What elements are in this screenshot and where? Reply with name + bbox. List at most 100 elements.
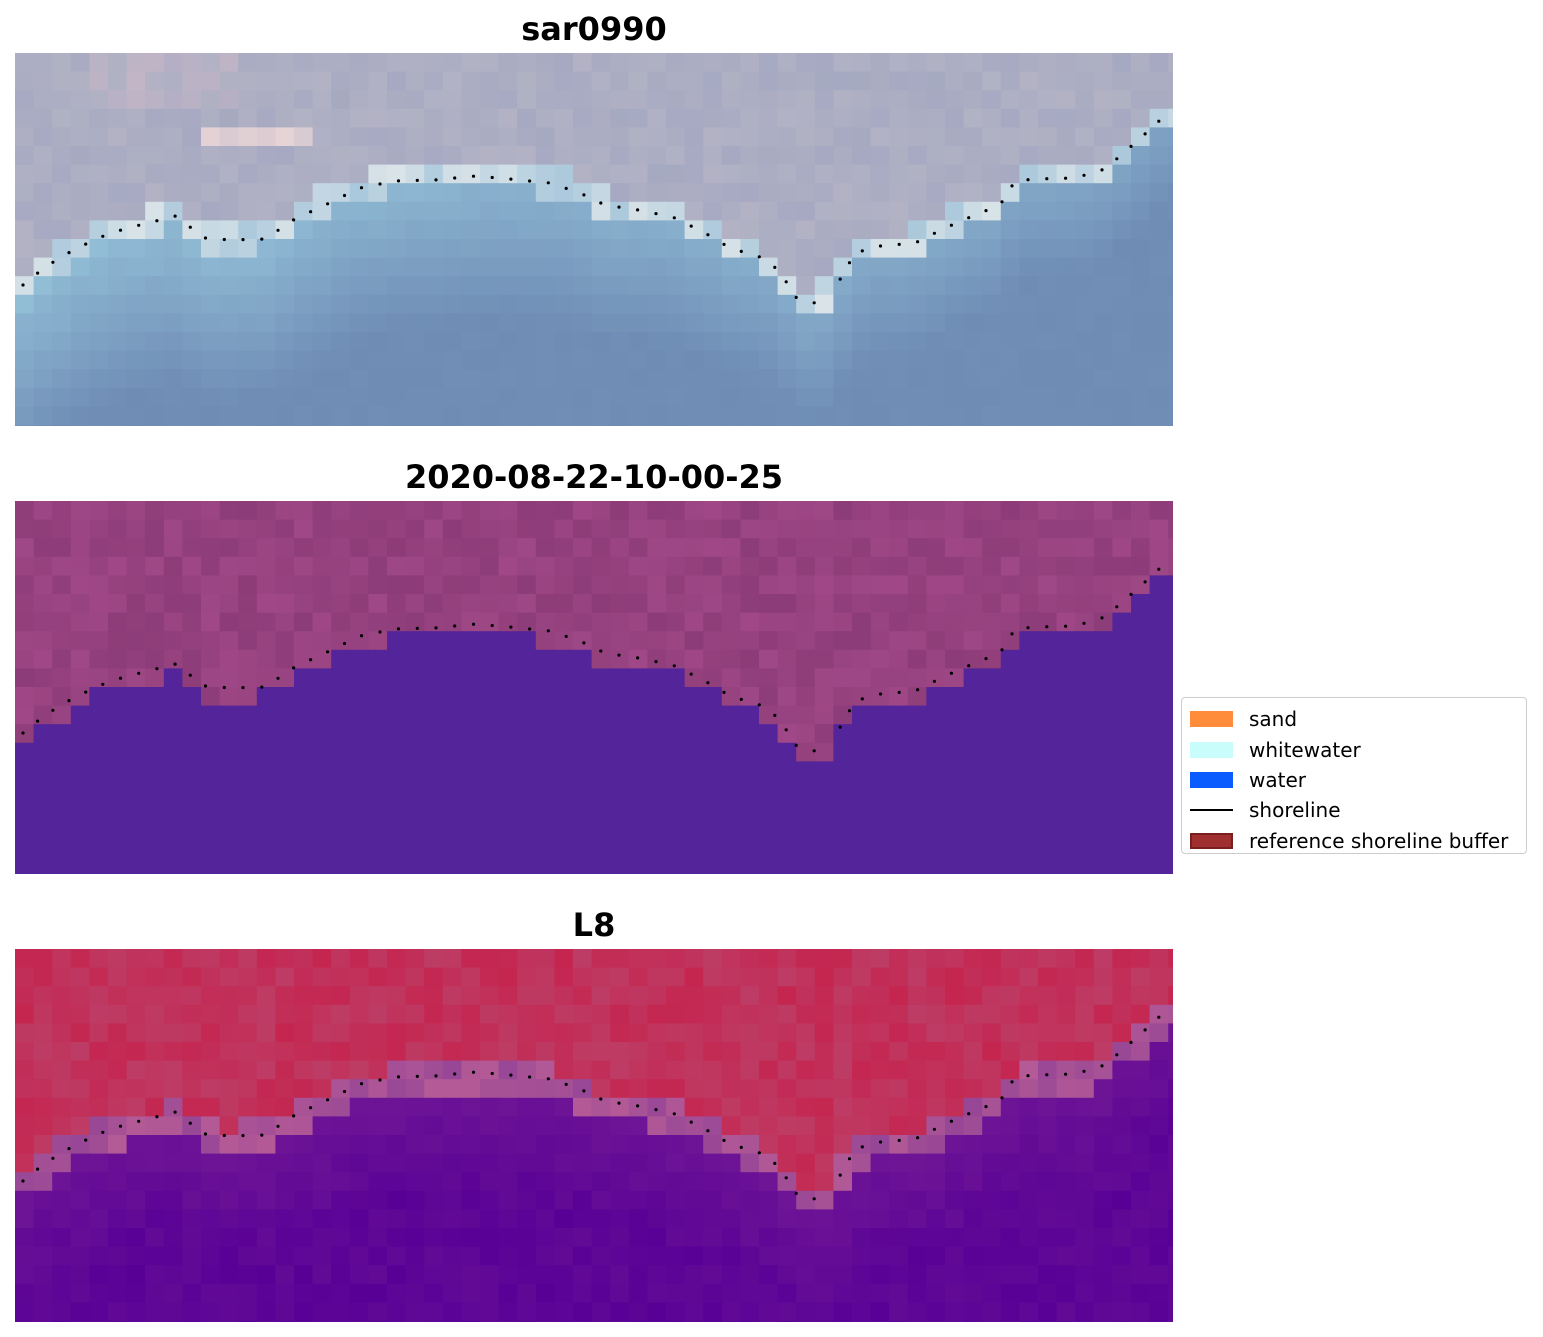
image-pixel xyxy=(275,668,295,688)
image-pixel xyxy=(963,1004,983,1024)
image-pixel xyxy=(1131,873,1151,874)
image-pixel xyxy=(535,313,555,333)
image-pixel xyxy=(33,294,53,314)
image-pixel xyxy=(628,146,648,166)
image-pixel xyxy=(945,164,965,184)
image-pixel xyxy=(145,332,165,352)
image-pixel xyxy=(52,369,72,389)
image-pixel xyxy=(1093,387,1113,407)
image-pixel xyxy=(126,1060,146,1080)
image-pixel xyxy=(238,1060,258,1080)
image-pixel xyxy=(480,71,500,91)
image-pixel xyxy=(889,649,909,669)
image-pixel xyxy=(424,873,444,874)
image-pixel xyxy=(1038,835,1058,855)
image-pixel xyxy=(387,854,407,874)
image-pixel xyxy=(33,687,53,707)
image-pixel xyxy=(201,164,221,184)
image-pixel xyxy=(1149,1042,1169,1062)
image-pixel xyxy=(777,313,797,333)
image-pixel xyxy=(1075,594,1095,614)
image-pixel xyxy=(554,425,574,426)
image-pixel xyxy=(461,967,481,987)
shoreline-dot xyxy=(1115,1053,1119,1057)
image-pixel xyxy=(1149,90,1169,110)
image-pixel xyxy=(89,406,109,426)
image-pixel xyxy=(108,127,128,147)
image-pixel xyxy=(535,220,555,240)
image-pixel xyxy=(1131,1228,1151,1248)
image-pixel xyxy=(666,387,686,407)
image-pixel xyxy=(1168,71,1173,91)
image-pixel xyxy=(145,276,165,296)
image-pixel xyxy=(889,519,909,539)
image-pixel xyxy=(703,1265,723,1285)
image-pixel xyxy=(889,425,909,426)
image-pixel xyxy=(480,294,500,314)
image-pixel xyxy=(535,873,555,874)
image-pixel xyxy=(442,761,462,781)
image-pixel xyxy=(852,164,872,184)
image-pixel xyxy=(870,1042,890,1062)
shoreline-dot xyxy=(415,1074,419,1078)
image-pixel xyxy=(201,817,221,837)
image-pixel xyxy=(219,1246,239,1266)
image-pixel xyxy=(535,1172,555,1192)
image-pixel xyxy=(145,1209,165,1229)
image-pixel xyxy=(89,1042,109,1062)
image-pixel xyxy=(666,108,686,128)
image-pixel xyxy=(684,1023,704,1043)
image-pixel xyxy=(1075,501,1095,521)
image-pixel xyxy=(963,967,983,987)
image-pixel xyxy=(796,612,816,632)
shoreline-dot xyxy=(1000,200,1004,204)
shoreline-dot xyxy=(654,1108,658,1112)
image-pixel xyxy=(163,761,183,781)
image-pixel xyxy=(889,220,909,240)
shoreline-dot xyxy=(878,692,883,696)
image-pixel xyxy=(740,406,760,426)
image-pixel xyxy=(1075,71,1095,91)
image-pixel xyxy=(256,575,276,595)
image-pixel xyxy=(870,1004,890,1024)
shoreline-dot xyxy=(241,686,245,690)
image-pixel xyxy=(666,1190,686,1210)
image-pixel xyxy=(368,1283,388,1303)
image-pixel xyxy=(535,1283,555,1303)
image-pixel xyxy=(89,332,109,352)
image-pixel xyxy=(52,705,72,725)
shoreline-dot xyxy=(101,1130,105,1134)
image-pixel xyxy=(498,705,518,725)
image-pixel xyxy=(52,71,72,91)
image-pixel xyxy=(852,1321,872,1322)
image-pixel xyxy=(1093,780,1113,800)
shoreline-dot xyxy=(847,709,852,713)
image-pixel xyxy=(1019,1172,1039,1192)
image-pixel xyxy=(666,705,686,725)
image-pixel xyxy=(126,369,146,389)
image-pixel xyxy=(145,687,165,707)
image-pixel xyxy=(591,761,611,781)
shoreline-dot xyxy=(773,1161,777,1165)
image-pixel xyxy=(1038,1190,1058,1210)
image-pixel xyxy=(1038,1116,1058,1136)
image-pixel xyxy=(610,705,630,725)
image-pixel xyxy=(759,350,779,370)
image-pixel xyxy=(89,835,109,855)
image-pixel xyxy=(517,108,537,128)
image-pixel xyxy=(163,687,183,707)
image-pixel xyxy=(368,1302,388,1322)
image-pixel xyxy=(610,1079,630,1099)
image-pixel xyxy=(963,53,983,73)
image-pixel xyxy=(814,724,834,744)
image-pixel xyxy=(275,350,295,370)
image-pixel xyxy=(1131,90,1151,110)
image-pixel xyxy=(628,835,648,855)
image-pixel xyxy=(387,276,407,296)
image-pixel xyxy=(312,350,332,370)
image-pixel xyxy=(331,1283,351,1303)
image-pixel xyxy=(1149,1246,1169,1266)
image-pixel xyxy=(666,425,686,426)
image-pixel xyxy=(535,687,555,707)
image-pixel xyxy=(424,1116,444,1136)
